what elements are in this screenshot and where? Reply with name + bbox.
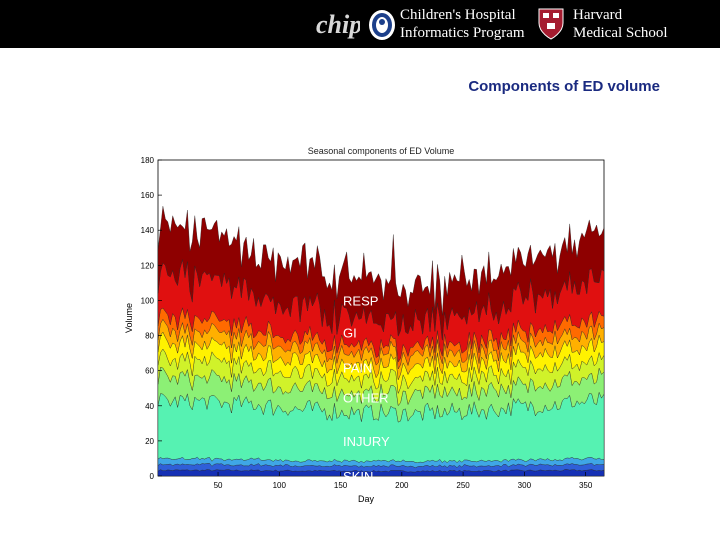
annotation-other: OTHER	[343, 390, 389, 405]
annotation-gi: GI	[343, 325, 357, 340]
ed-volume-stacked-area-chart: Seasonal components of ED Volume 0 20 40 60 8…	[124, 146, 605, 504]
y-tick-label: 40	[145, 402, 154, 411]
slide-title: Components of ED volume	[468, 78, 660, 95]
annotation-skin: SKIN	[343, 469, 373, 484]
y-tick-label: 20	[145, 437, 154, 446]
chip-logo-text: chip	[316, 10, 360, 39]
y-axis-label: Volume	[124, 303, 134, 333]
annotation-pain: PAIN	[343, 360, 372, 375]
annotation-injury: INJURY	[343, 434, 390, 449]
x-tick-label: 100	[273, 481, 287, 490]
y-tick-label: 100	[141, 296, 155, 305]
y-tick-label: 180	[141, 156, 155, 165]
chip-logo-icon: chip	[316, 10, 360, 39]
chart-title: Seasonal components of ED Volume	[308, 146, 455, 156]
hospital-seal-icon	[369, 10, 395, 40]
school-line-2: Medical School	[573, 25, 668, 41]
school-name: Harvard Medical School	[573, 6, 668, 42]
x-tick-label: 150	[334, 481, 348, 490]
x-tick-label: 250	[456, 481, 470, 490]
y-tick-label: 160	[141, 191, 155, 200]
org-line-1: Children's Hospital	[400, 7, 516, 23]
y-tick-label: 60	[145, 367, 154, 376]
org-line-2: Informatics Program	[400, 25, 525, 41]
y-tick-label: 0	[150, 472, 155, 481]
y-tick-label: 120	[141, 261, 155, 270]
area-layer-10	[157, 206, 605, 341]
annotation-resp: RESP	[343, 294, 378, 309]
y-tick-label: 80	[145, 332, 154, 341]
org-name: Children's Hospital Informatics Program	[400, 6, 525, 42]
x-axis-label: Day	[358, 494, 375, 504]
header-bar: chip Children's Hospital Informatics Pro…	[0, 0, 720, 48]
x-tick-label: 300	[518, 481, 532, 490]
x-tick-label: 50	[214, 481, 223, 490]
x-tick-label: 350	[579, 481, 593, 490]
y-tick-label: 140	[141, 226, 155, 235]
annotation-top-partial: SKIN	[343, 216, 373, 231]
x-tick-label: 200	[395, 481, 409, 490]
school-line-1: Harvard	[573, 7, 623, 23]
harvard-shield-icon	[538, 8, 564, 40]
